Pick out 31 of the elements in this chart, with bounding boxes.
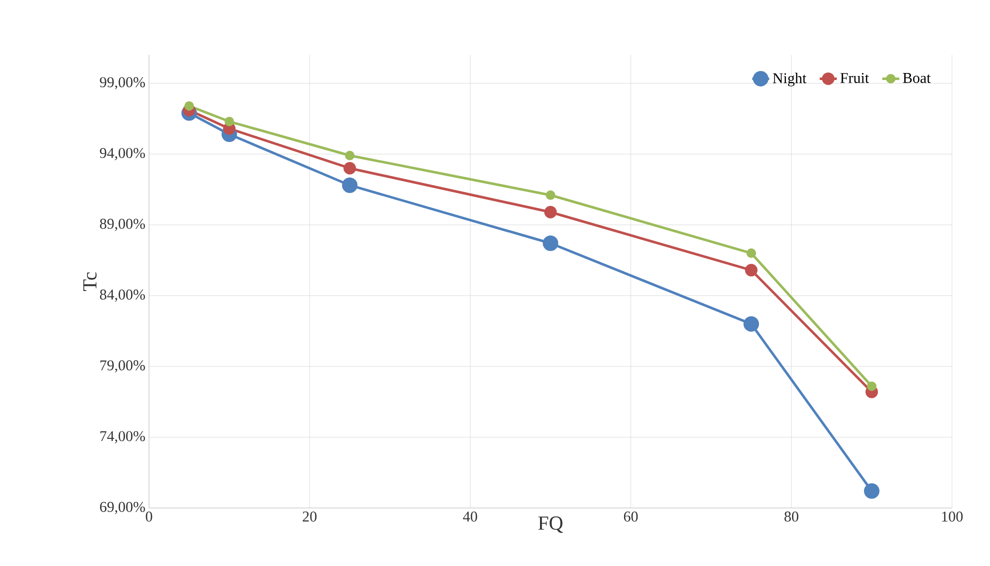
point (746, 248, 756, 258)
y-tick-label: 94,00% (100, 148, 145, 160)
point (342, 177, 358, 193)
point (184, 101, 194, 111)
y-tick-label: 89,00% (100, 218, 145, 231)
legend-label: Boat (902, 73, 931, 83)
point (544, 206, 557, 218)
x-tick-label: 40 (463, 512, 478, 522)
x-axis-title: FQ (538, 516, 563, 533)
point (345, 150, 355, 160)
legend-label: Fruit (840, 73, 869, 84)
y-tick-label: 84,00% (100, 290, 145, 302)
x-tick-label: 100 (942, 512, 963, 522)
point (864, 483, 880, 499)
x-tick-label: 0 (146, 512, 152, 522)
point (344, 162, 356, 174)
point (546, 190, 556, 200)
y-tick-label: 74,00% (100, 431, 145, 444)
x-tick-label: 60 (624, 512, 638, 522)
point (542, 236, 558, 252)
legend-label: Night (772, 72, 806, 86)
point (744, 316, 760, 332)
point (224, 116, 234, 126)
point (745, 264, 758, 276)
x-tick-label: 20 (302, 512, 317, 522)
y-axis-title: Tc (83, 272, 97, 291)
y-tick-label: 69,00% (100, 502, 145, 514)
y-tick-label: 79,00% (100, 360, 145, 373)
x-tick-label: 80 (784, 512, 798, 522)
point (866, 381, 876, 391)
y-tick-label: 99,00% (100, 77, 145, 90)
